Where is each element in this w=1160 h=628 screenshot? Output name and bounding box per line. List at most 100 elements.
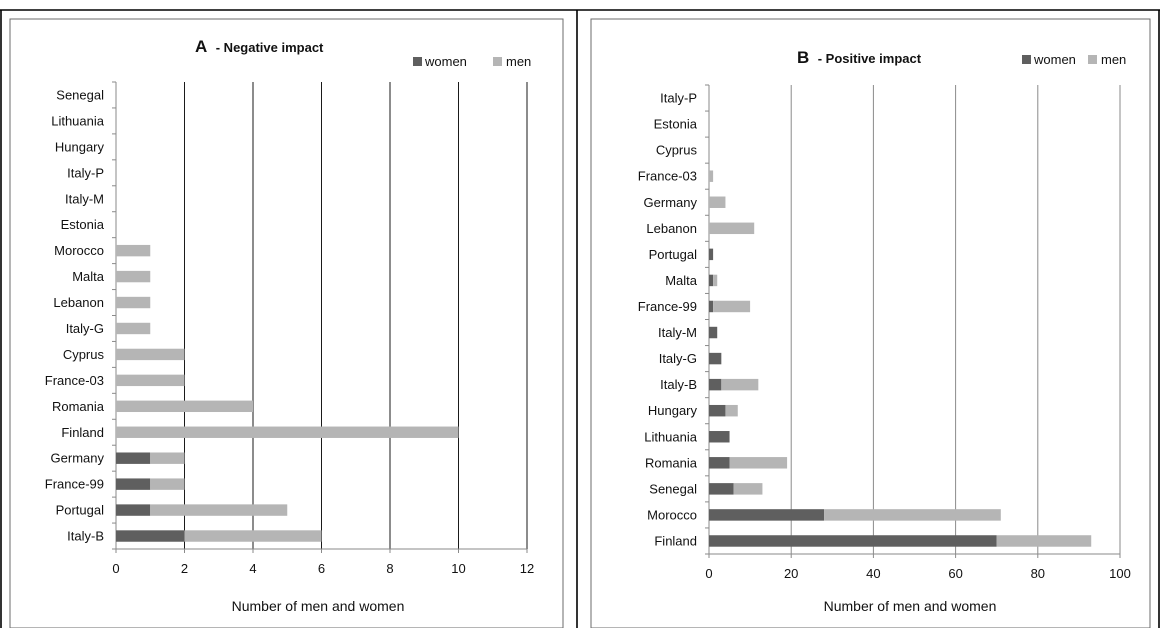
category-label: Romania xyxy=(52,399,105,414)
category-label: Hungary xyxy=(55,139,105,154)
bar-men xyxy=(116,322,151,335)
legend-label-women: women xyxy=(424,54,467,69)
legend-swatch-men xyxy=(493,57,502,66)
bar-men xyxy=(116,374,185,387)
category-label: Italy-M xyxy=(658,325,697,340)
bar-women xyxy=(709,274,714,287)
plot-area-positive: 0 20 40 60 80 100 Italy-P Estonia Cyprus France-0… xyxy=(638,84,1131,581)
bar-men xyxy=(996,535,1092,547)
bar-men xyxy=(116,244,151,257)
category-label: Lithuania xyxy=(644,429,698,444)
chart-frame-negative xyxy=(9,18,564,628)
bar-women xyxy=(116,452,151,464)
x-tick-label: 2 xyxy=(181,561,188,576)
x-axis-title-positive: Number of men and women xyxy=(824,598,997,614)
category-label: Morocco xyxy=(647,507,697,522)
bar-men xyxy=(116,400,253,413)
bar-women xyxy=(709,378,722,391)
category-label: Estonia xyxy=(61,217,105,232)
chart-title-text: - Negative impact xyxy=(216,40,324,55)
category-label: Lebanon xyxy=(646,221,697,236)
bar-women xyxy=(116,504,151,516)
legend-label-women: women xyxy=(1033,52,1076,67)
bar-women xyxy=(116,530,185,542)
bar-men xyxy=(709,196,726,208)
category-label: Italy-B xyxy=(660,377,697,392)
bar-women xyxy=(709,326,718,339)
category-label: Italy-P xyxy=(660,91,697,106)
x-tick-label: 4 xyxy=(249,561,256,576)
x-tick-label: 0 xyxy=(112,561,119,576)
category-label: Estonia xyxy=(654,117,698,132)
legend-swatch-women xyxy=(1022,55,1031,64)
bar-women xyxy=(709,483,734,495)
chart-panel-positive-impact: B - Positive impact women men 0 20 40 60 80 1… xyxy=(590,18,1151,628)
chart-title-letter: A xyxy=(195,37,207,56)
legend-swatch-women xyxy=(413,57,422,66)
plot-area-negative: 0 2 4 6 8 10 12 Senegal Lithuania Hungary Italy-P I… xyxy=(45,81,534,576)
bar-men xyxy=(116,270,151,283)
bar-women xyxy=(709,431,730,443)
category-label: Italy-M xyxy=(65,191,104,206)
bar-men xyxy=(713,274,718,287)
bar-men xyxy=(713,300,751,313)
category-label: Senegal xyxy=(649,481,697,496)
bar-men xyxy=(721,378,759,391)
chart-title-letter: B xyxy=(797,48,809,67)
bar-men xyxy=(116,426,459,438)
category-label: France-99 xyxy=(638,299,697,314)
bar-men xyxy=(729,457,788,469)
x-tick-label: 6 xyxy=(318,561,325,576)
category-label: Germany xyxy=(51,451,105,466)
bar-men xyxy=(709,170,714,182)
x-tick-label: 60 xyxy=(948,566,962,581)
bar-men xyxy=(184,530,322,542)
category-label: France-03 xyxy=(638,169,697,184)
bar-women xyxy=(709,300,714,313)
category-label: France-99 xyxy=(45,477,104,492)
bar-women xyxy=(709,457,730,469)
x-tick-label: 8 xyxy=(386,561,393,576)
bar-women xyxy=(709,535,997,547)
x-tick-label: 40 xyxy=(866,566,880,581)
bar-women xyxy=(709,248,714,261)
chart-title-text: - Positive impact xyxy=(818,51,922,66)
bar-men xyxy=(150,452,185,464)
bar-men xyxy=(150,478,185,490)
category-label: Cyprus xyxy=(63,347,105,362)
category-label: Italy-B xyxy=(67,529,104,544)
legend-swatch-men xyxy=(1088,55,1097,64)
bar-men xyxy=(725,404,738,417)
bar-women xyxy=(709,352,722,365)
category-label: Morocco xyxy=(54,243,104,258)
legend-label-men: men xyxy=(506,54,531,69)
category-label: Italy-G xyxy=(659,351,697,366)
bar-women xyxy=(709,404,726,417)
bar-men xyxy=(116,296,151,309)
chart-title-negative: A - Negative impact xyxy=(195,37,324,56)
category-label: Italy-G xyxy=(66,321,104,336)
bar-men xyxy=(824,509,1001,521)
bar-men xyxy=(709,222,755,235)
bar-men xyxy=(150,504,288,516)
chart-frame-positive xyxy=(590,18,1151,628)
bar-men xyxy=(733,483,763,495)
category-label: Finland xyxy=(61,425,104,440)
category-label: Finland xyxy=(654,533,697,548)
x-tick-label: 20 xyxy=(784,566,798,581)
x-tick-label: 80 xyxy=(1031,566,1045,581)
x-tick-label: 0 xyxy=(705,566,712,581)
x-tick-label: 10 xyxy=(451,561,465,576)
bar-men xyxy=(116,348,185,361)
legend-negative: women men xyxy=(413,54,531,69)
category-label: Lithuania xyxy=(51,113,105,128)
category-label: Lebanon xyxy=(53,295,104,310)
x-tick-label: 12 xyxy=(520,561,534,576)
category-label: Germany xyxy=(644,195,698,210)
bar-women xyxy=(709,509,825,521)
category-label: Malta xyxy=(665,273,698,288)
chart-title-positive: B - Positive impact xyxy=(797,48,922,67)
category-label: Malta xyxy=(72,269,105,284)
chart-panel-negative-impact: A - Negative impact women men 0 2 4 6 8 10 12 S… xyxy=(9,18,564,628)
